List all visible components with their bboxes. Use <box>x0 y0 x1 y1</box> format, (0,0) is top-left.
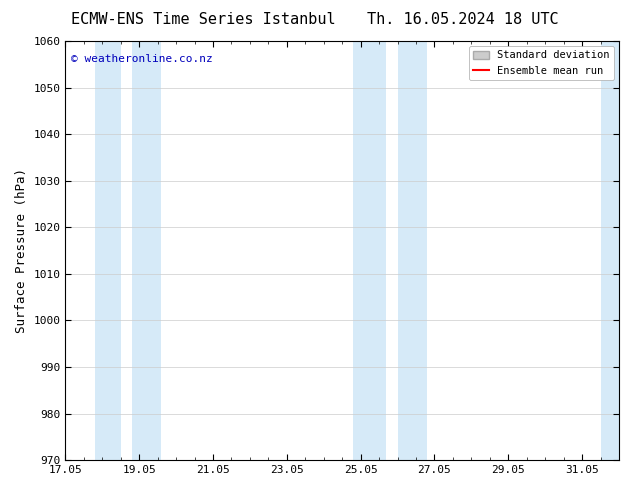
Bar <box>132 41 162 460</box>
Y-axis label: Surface Pressure (hPa): Surface Pressure (hPa) <box>15 168 28 333</box>
Bar <box>353 41 387 460</box>
Text: © weatheronline.co.nz: © weatheronline.co.nz <box>71 53 212 64</box>
Text: ECMW-ENS Time Series Istanbul: ECMW-ENS Time Series Istanbul <box>70 12 335 27</box>
Bar <box>600 41 623 460</box>
Bar <box>398 41 427 460</box>
Legend: Standard deviation, Ensemble mean run: Standard deviation, Ensemble mean run <box>469 46 614 80</box>
Bar <box>95 41 120 460</box>
Text: Th. 16.05.2024 18 UTC: Th. 16.05.2024 18 UTC <box>367 12 559 27</box>
